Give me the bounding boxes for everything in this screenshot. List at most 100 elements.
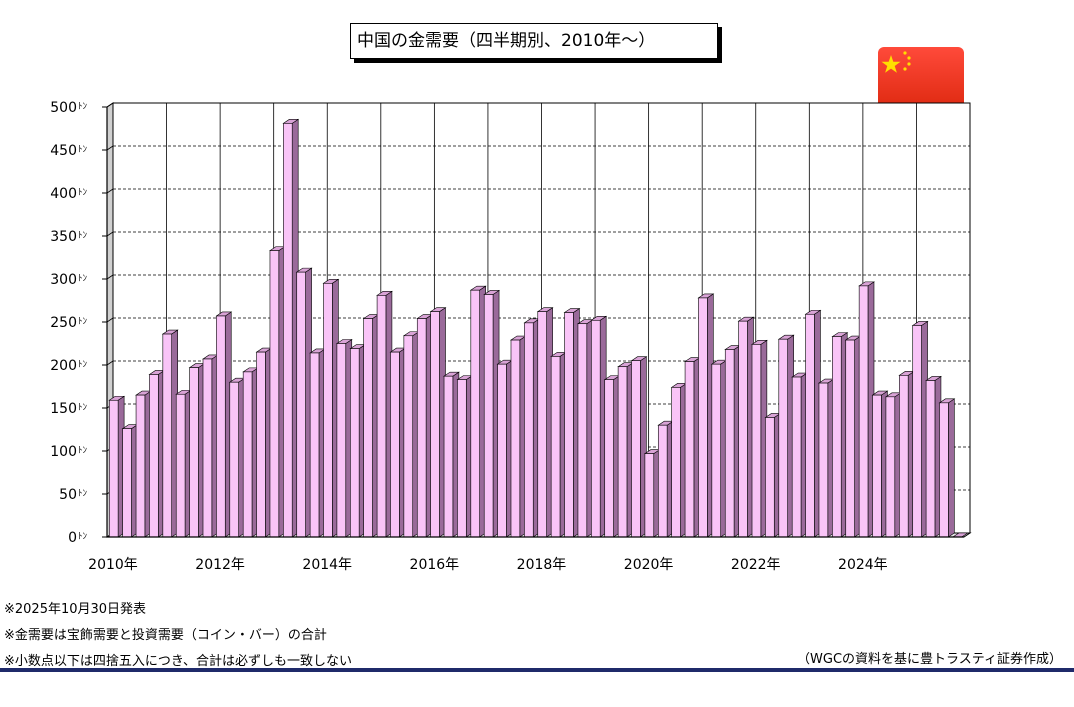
- bar-2010Q1: [108, 395, 126, 538]
- bar-2016Q1: [429, 307, 447, 538]
- y-tick-diagonal: [106, 231, 114, 237]
- bar-2024Q1: [858, 281, 875, 538]
- bar-2020Q4: [684, 356, 701, 538]
- bar-face: [845, 339, 855, 538]
- bar-face: [537, 311, 547, 538]
- bar-2022Q4: [791, 372, 809, 538]
- bar-2018Q2: [550, 351, 567, 538]
- x-tick-label: 2010年: [88, 557, 138, 573]
- y-tick-unit: ﾄﾝ: [78, 145, 88, 155]
- bar-2016Q3: [456, 375, 474, 538]
- bar-2021Q2: [710, 359, 728, 538]
- bar-face: [390, 351, 400, 538]
- bar-face: [805, 313, 815, 538]
- x-tick-label: 2016年: [410, 557, 460, 573]
- bar-2024Q3: [884, 392, 902, 538]
- y-tick-unit: ﾄﾝ: [78, 188, 88, 198]
- x-tick-label: 2012年: [195, 557, 245, 573]
- note-rounding: ※小数点以下は四捨五入につき、合計は必ずしも一致しない: [4, 654, 352, 669]
- china-flag-icon: [878, 47, 964, 110]
- bar-face: [416, 318, 427, 538]
- bar-face: [631, 360, 641, 538]
- y-tick-label: 50: [59, 487, 77, 503]
- bar-face: [256, 351, 266, 538]
- y-tick-unit: ﾄﾝ: [78, 231, 88, 241]
- bar-face: [698, 297, 708, 538]
- footer-divider: [0, 668, 1074, 672]
- bar-2019Q3: [617, 362, 634, 538]
- bar-2014Q1: [322, 278, 340, 538]
- bar-face: [778, 338, 788, 538]
- y-tick-diagonal: [106, 317, 114, 323]
- bar-2020Q1: [643, 449, 661, 538]
- x-tick-label: 2018年: [517, 557, 567, 573]
- bar-2021Q3: [724, 344, 742, 538]
- bar-2016Q4: [469, 285, 487, 538]
- bar-face: [175, 393, 186, 538]
- y-tick-label: 200: [50, 358, 77, 374]
- y-tick-unit: ﾄﾝ: [78, 489, 88, 499]
- bar-face: [738, 320, 748, 538]
- bar-face: [751, 344, 762, 538]
- bar-2023Q2: [817, 378, 835, 538]
- bar-face: [162, 333, 172, 538]
- bar-face: [858, 285, 869, 538]
- y-tick-label: 450: [50, 143, 77, 159]
- bar-2020Q3: [670, 382, 688, 538]
- bar-face: [350, 348, 360, 538]
- bar-2012Q3: [242, 367, 260, 538]
- y-tick-unit: ﾄﾝ: [78, 403, 88, 413]
- bar-2013Q1: [268, 246, 286, 538]
- bar-face: [122, 428, 132, 538]
- y-tick-unit: ﾄﾝ: [78, 446, 88, 456]
- bar-face: [510, 339, 521, 538]
- y-tick-label: 250: [50, 315, 77, 331]
- bar-face: [644, 453, 655, 538]
- x-tick-label: 2020年: [624, 557, 674, 573]
- note-demand-definition: ※金需要は宝飾需要と投資需要（コイン・バー）の合計: [4, 628, 327, 643]
- y-tick-label: 500: [50, 100, 77, 116]
- bar-face: [912, 325, 922, 538]
- y-tick-label: 400: [50, 186, 77, 202]
- bar-face: [309, 352, 320, 538]
- note-release-date: ※2025年10月30日発表: [4, 602, 147, 617]
- bar-face: [872, 394, 882, 538]
- bar-face: [818, 382, 829, 538]
- y-tick-unit: ﾄﾝ: [78, 102, 88, 112]
- bar-face: [524, 322, 534, 538]
- bar-2022Q3: [777, 334, 795, 538]
- bar-2021Q4: [737, 316, 755, 538]
- y-tick-label: 0: [68, 530, 77, 546]
- bar-2013Q2: [282, 118, 300, 538]
- bar-2011Q3: [188, 363, 206, 538]
- bar-2015Q2: [389, 347, 407, 538]
- bar-2024Q4: [898, 370, 916, 538]
- y-tick-diagonal: [106, 188, 114, 194]
- bar-2023Q3: [831, 332, 849, 538]
- y-tick-label: 300: [50, 272, 77, 288]
- bar-2012Q2: [228, 377, 246, 538]
- bar-side: [948, 398, 955, 538]
- y-tick-diagonal: [106, 145, 114, 151]
- bar-2017Q2: [496, 359, 514, 538]
- bar-face: [765, 417, 775, 538]
- y-tick-label: 150: [50, 401, 77, 417]
- bar-2011Q1: [161, 329, 179, 538]
- bar-face: [108, 399, 119, 538]
- bar-face: [363, 318, 373, 538]
- bar-face: [189, 367, 199, 538]
- bar-2012Q1: [215, 311, 233, 538]
- y-tick-unit: ﾄﾝ: [78, 532, 88, 542]
- bar-2015Q3: [402, 331, 420, 538]
- bar-face: [242, 371, 253, 538]
- bar-face: [430, 311, 440, 538]
- bar-face: [832, 336, 842, 538]
- bar-face: [483, 294, 494, 538]
- bar-face: [216, 315, 226, 538]
- y-tick-label: 350: [50, 229, 77, 245]
- bar-face: [229, 381, 239, 538]
- bar-2025Q3: [938, 398, 956, 538]
- bar-face: [684, 361, 695, 538]
- bar-face: [604, 379, 614, 538]
